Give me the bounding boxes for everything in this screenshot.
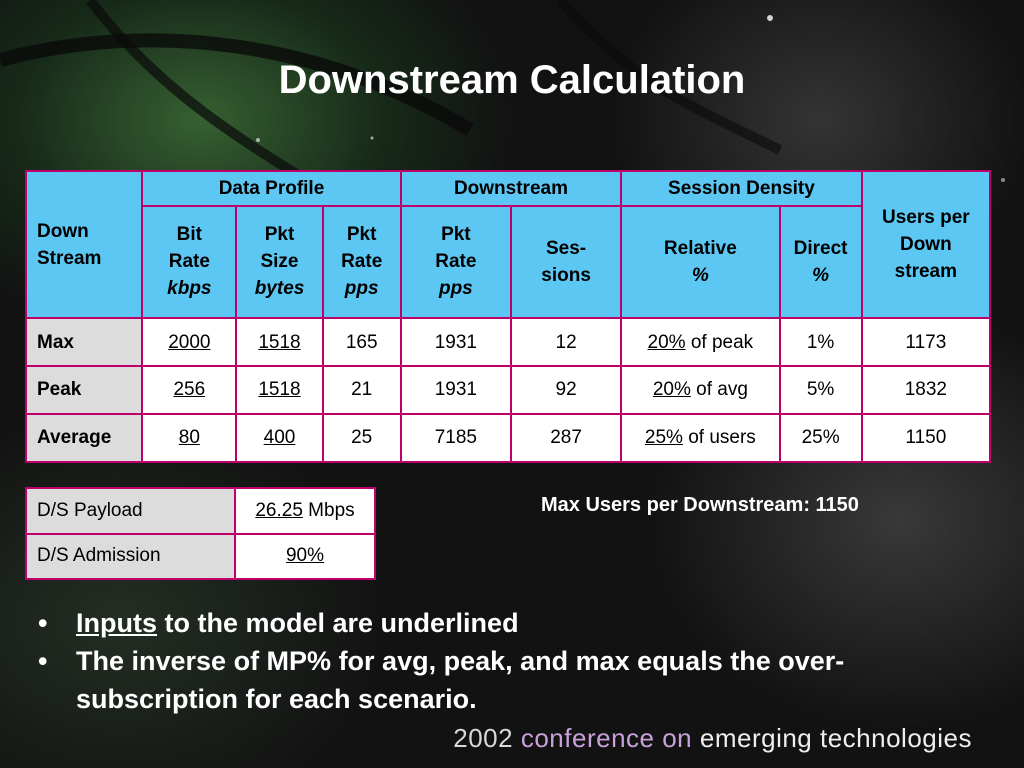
sessions-cell: 92	[509, 365, 623, 415]
bullet-list: Inputs to the model are underlined The i…	[30, 604, 990, 718]
bullet-item: The inverse of MP% for avg, peak, and ma…	[30, 642, 990, 718]
table-row-peak: Peak 256 1518 21 1931 92 20% of avg 5% 1…	[24, 365, 992, 415]
relative-cell: 25% of users	[620, 412, 781, 464]
header-relative: Relative %	[620, 204, 781, 320]
relative-input: 20%	[652, 379, 691, 401]
max-users-note: Max Users per Downstream: 1150	[541, 494, 859, 516]
header-down-stream: Down Stream	[24, 169, 144, 320]
header-pkt-rate: Pkt Rate pps	[321, 204, 402, 320]
pkt-size-input: 1518	[235, 365, 324, 415]
pkt-size-input: 1518	[235, 317, 324, 367]
capacity-table: D/S Payload 26.25 Mbps D/S Admission 90%	[25, 487, 376, 580]
payload-row: D/S Payload 26.25 Mbps	[25, 487, 376, 535]
header-downstream: Downstream	[399, 170, 623, 207]
relative-cell: 20% of avg	[620, 365, 781, 415]
header-session-density: Session Density	[620, 170, 863, 207]
header-sessions: Ses- sions	[509, 204, 623, 320]
admission-label: D/S Admission	[25, 532, 236, 580]
ds-pkt-rate-cell: 1931	[399, 317, 512, 367]
payload-input: 26.25	[255, 499, 303, 521]
payload-value-cell: 26.25 Mbps	[234, 487, 376, 535]
sessions-cell: 12	[509, 317, 623, 367]
header-pkt-size: Pkt Size bytes	[235, 204, 324, 320]
users-cell: 1150	[860, 412, 992, 464]
row-label: Average	[24, 412, 144, 464]
admission-row: D/S Admission 90%	[25, 532, 376, 580]
relative-input: 25%	[644, 427, 683, 449]
footer-last: emerging technologies	[699, 723, 972, 753]
pkt-size-input: 400	[235, 412, 324, 464]
pkt-rate-cell: 25	[321, 412, 402, 464]
downstream-table: Down Stream Data Profile Downstream Sess…	[24, 169, 992, 464]
payload-unit: Mbps	[308, 499, 355, 521]
direct-cell: 1%	[778, 317, 863, 367]
header-users-per-downstream: Users per Down stream	[860, 169, 992, 320]
row-label: Peak	[24, 365, 144, 415]
sessions-cell: 287	[509, 412, 623, 464]
header-ds-pkt-rate: Pkt Rate pps	[399, 204, 512, 320]
direct-cell: 25%	[778, 412, 863, 464]
inputs-word: Inputs	[76, 608, 157, 638]
slide-title: Downstream Calculation	[278, 58, 746, 102]
bullet-item: Inputs to the model are underlined	[30, 604, 990, 642]
users-cell: 1173	[860, 317, 992, 367]
users-cell: 1832	[860, 365, 992, 415]
header-direct: Direct %	[778, 204, 863, 320]
relative-input: 20%	[647, 331, 686, 353]
pkt-rate-cell: 165	[321, 317, 402, 367]
header-bit-rate: Bit Rate kbps	[141, 204, 238, 320]
ds-pkt-rate-cell: 1931	[399, 365, 512, 415]
ds-pkt-rate-cell: 7185	[399, 412, 512, 464]
footer-year: 2002	[453, 723, 514, 753]
header-data-profile: Data Profile	[141, 170, 402, 207]
direct-cell: 5%	[778, 365, 863, 415]
bit-rate-input: 80	[141, 412, 238, 464]
conference-footer: 2002 conference on emerging technologies	[453, 723, 972, 754]
bit-rate-input: 256	[141, 365, 238, 415]
relative-cell: 20% of peak	[620, 317, 781, 367]
table-row-average: Average 80 400 25 7185 287 25% of users …	[24, 412, 992, 464]
bit-rate-input: 2000	[141, 317, 238, 367]
payload-label: D/S Payload	[25, 487, 236, 535]
footer-middle: conference on	[520, 723, 693, 753]
row-label: Max	[24, 317, 144, 367]
admission-input: 90%	[234, 532, 376, 580]
pkt-rate-cell: 21	[321, 365, 402, 415]
table-row-max: Max 2000 1518 165 1931 12 20% of peak 1%…	[24, 317, 992, 367]
